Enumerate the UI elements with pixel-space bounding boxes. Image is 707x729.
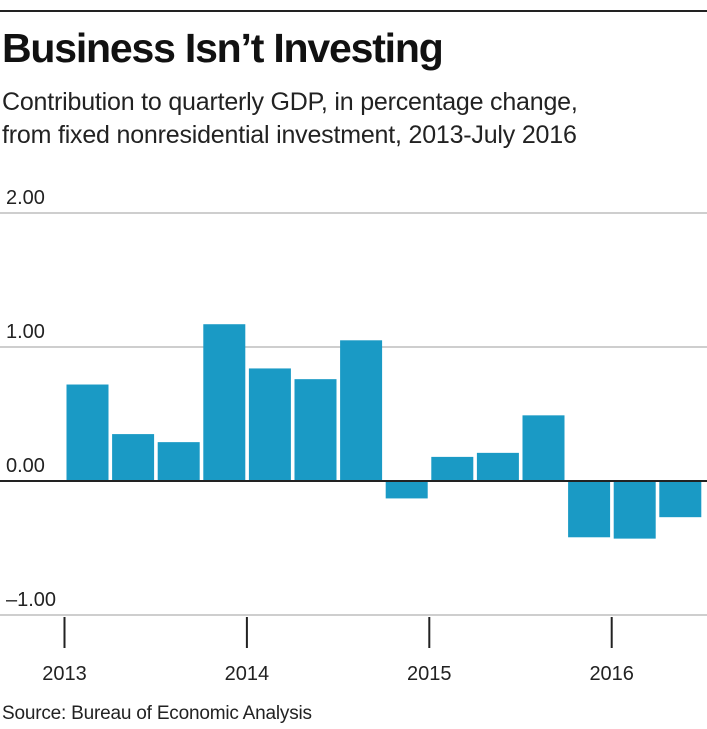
top-rule <box>0 10 707 12</box>
bar <box>476 452 519 481</box>
bar <box>294 379 337 481</box>
bar <box>248 368 291 481</box>
chart-title: Business Isn’t Investing <box>2 25 444 71</box>
bar <box>66 384 109 481</box>
x-tick-label: 2015 <box>407 663 452 685</box>
bar <box>203 324 246 481</box>
bar <box>431 456 474 481</box>
y-tick-label: –1.00 <box>6 589 56 611</box>
subtitle-line-1: Contribution to quarterly GDP, in percen… <box>2 88 578 116</box>
source-note: Source: Bureau of Economic Analysis <box>2 703 312 724</box>
bar <box>659 481 702 518</box>
bar <box>522 415 565 481</box>
x-tick-label: 2014 <box>225 663 270 685</box>
bar <box>157 442 200 481</box>
bar <box>568 481 611 538</box>
x-tick-label: 2016 <box>589 663 634 685</box>
y-tick-label: 2.00 <box>6 187 45 209</box>
bar <box>385 481 428 499</box>
x-tick-label: 2013 <box>42 663 87 685</box>
bar <box>613 481 656 539</box>
y-tick-label: 1.00 <box>6 321 45 343</box>
bar-chart: 2.00 1.00 0.00 –1.00 2013 2014 2015 2016 <box>0 187 707 685</box>
bar <box>340 340 383 481</box>
subtitle-line-2: from fixed nonresidential investment, 20… <box>2 121 577 149</box>
y-tick-label: 0.00 <box>6 455 45 477</box>
bar <box>112 434 155 481</box>
chart-subtitle: Contribution to quarterly GDP, in percen… <box>2 86 578 152</box>
